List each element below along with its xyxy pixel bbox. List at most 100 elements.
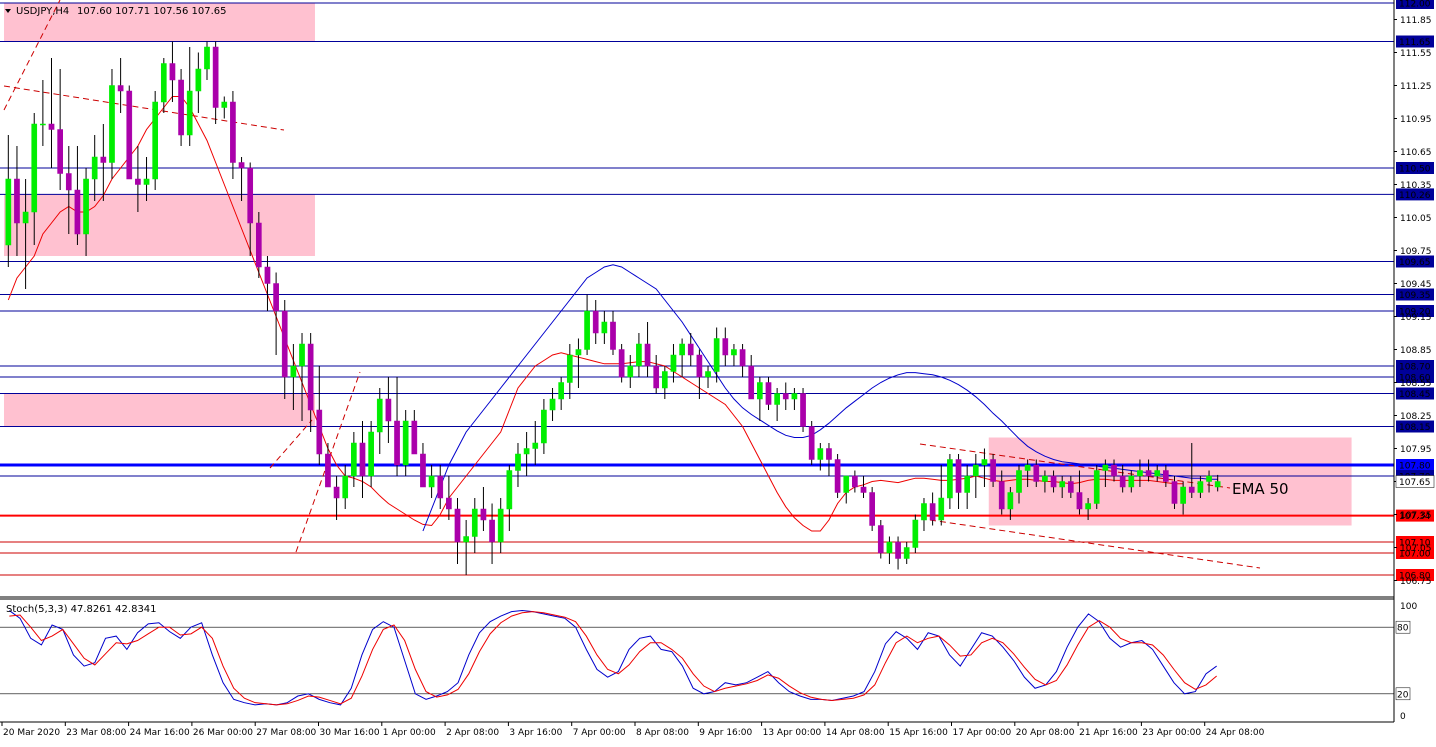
candle-body: [333, 486, 340, 499]
time-axis: 20 Mar 2020 23 Mar 08:00 24 Mar 16:00 26 Ma…: [1, 722, 1265, 738]
candle-95: [826, 443, 832, 476]
x-tick-label-11: 9 Apr 16:00: [699, 728, 752, 738]
candle-body: [394, 420, 400, 466]
y-tick-label-17: 106.75: [1400, 577, 1432, 587]
candle-27: [238, 157, 245, 201]
candle-body: [264, 266, 271, 284]
candle-125: [1085, 498, 1091, 520]
candle-body: [247, 167, 254, 224]
candle-body: [273, 283, 279, 312]
candle-15: [135, 146, 141, 212]
candle-101: [877, 520, 884, 559]
candle-body: [722, 338, 729, 356]
candle-body: [1024, 464, 1031, 471]
level-tag-14: [1396, 536, 1434, 548]
level-tag-9: [1396, 387, 1434, 400]
candle-75: [653, 355, 660, 394]
x-tick-label-13: 14 Apr 08:00: [826, 728, 885, 738]
candle-102: [886, 536, 893, 564]
stoch-main-line: [9, 610, 1217, 706]
candle-17: [152, 91, 159, 190]
candle-62: [541, 399, 547, 454]
candle-129: [1119, 465, 1126, 493]
candle-28: [247, 162, 254, 256]
x-tick-label-7: 2 Apr 08:00: [446, 728, 499, 738]
candle-13: [117, 58, 124, 113]
level-tag-8: [1396, 371, 1434, 383]
candle-103: [895, 536, 901, 570]
candle-109: [947, 454, 953, 509]
candle-128: [1111, 459, 1117, 482]
candle-body: [808, 426, 815, 460]
candle-38: [333, 476, 340, 520]
candle-83: [722, 327, 729, 366]
candle-117: [1016, 465, 1022, 504]
candle-130: [1128, 470, 1135, 493]
candle-body: [774, 393, 780, 405]
candle-body: [541, 409, 547, 444]
candle-body: [558, 382, 565, 400]
candle-body: [117, 85, 124, 92]
candle-body: [713, 338, 720, 372]
candle-body: [204, 46, 210, 70]
candle-body: [14, 178, 20, 224]
x-tick-label-6: 1 Apr 00:00: [383, 728, 436, 738]
candle-50: [437, 465, 444, 509]
candle-7: [65, 146, 72, 234]
candle-body: [938, 497, 945, 521]
candle-body: [437, 475, 444, 499]
candle-73: [636, 333, 642, 377]
candle-body: [817, 448, 824, 460]
ema-fast-line: [7, 96, 1184, 532]
candle-body: [592, 310, 599, 334]
candle-77: [670, 344, 677, 383]
chart-frame: [0, 0, 1395, 723]
x-tick-label-1: 23 Mar 08:00: [66, 728, 126, 738]
candles: [5, 41, 1221, 575]
candle-25: [221, 96, 228, 119]
candle-body: [687, 343, 694, 356]
candle-body: [860, 486, 867, 493]
candle-63: [549, 388, 556, 421]
candle-118: [1024, 459, 1031, 487]
candle-19: [169, 41, 176, 102]
candle-120: [1042, 470, 1048, 493]
level-tag-label-3: 110.26: [1399, 191, 1431, 201]
candle-31: [273, 272, 279, 355]
candle-107: [929, 492, 936, 526]
candle-57: [497, 498, 504, 553]
trendline-5: [929, 519, 1261, 569]
y-tick-label-4: 110.65: [1400, 148, 1432, 158]
x-tick-label-18: 23 Apr 00:00: [1142, 728, 1201, 738]
candle-124: [1076, 470, 1083, 515]
zone-2: [4, 393, 315, 427]
symbol-legend: USDJPY,H4 107.60 107.71 107.56 107.65: [5, 6, 227, 17]
candle-body: [903, 547, 910, 559]
candle-body: [420, 453, 426, 488]
candle-body: [186, 90, 193, 136]
stochastic-panel: 80 20 100 0: [0, 602, 1417, 722]
candle-body: [1033, 464, 1040, 482]
candle-3: [31, 113, 38, 245]
candle-body: [826, 448, 832, 460]
candle-64: [558, 377, 565, 410]
candle-body: [454, 508, 461, 543]
candle-78: [679, 338, 685, 377]
candle-32: [281, 300, 288, 399]
collapse-triangle-icon[interactable]: [5, 9, 11, 13]
candle-10: [91, 135, 98, 201]
candle-body: [160, 63, 167, 103]
candle-5: [48, 58, 55, 168]
level-tag-label-0: 112.00: [1399, 0, 1431, 10]
candle-body: [601, 321, 608, 334]
candle-53: [463, 520, 469, 575]
level-tag-label-14: 107.10: [1399, 539, 1431, 549]
candle-body: [981, 459, 988, 466]
candle-55: [480, 487, 487, 531]
level-tag-label-16: 106.80: [1399, 572, 1431, 582]
candle-44: [385, 377, 392, 443]
level-tag-15: [1396, 547, 1434, 559]
candle-body: [1050, 475, 1057, 488]
x-tick-label-15: 17 Apr 00:00: [953, 728, 1012, 738]
candle-body: [299, 343, 305, 367]
